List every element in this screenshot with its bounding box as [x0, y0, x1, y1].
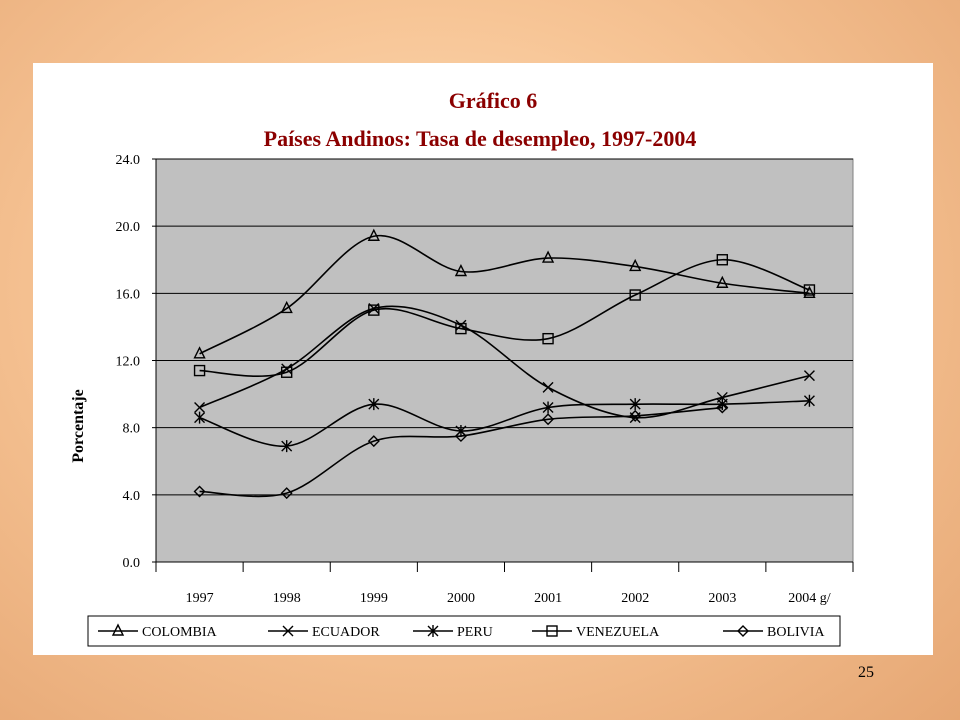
data-point-peru: [803, 394, 815, 407]
x-tick-label: 2003: [708, 591, 736, 606]
data-point-colombia: [629, 258, 642, 272]
data-point-colombia: [541, 250, 555, 263]
data-point-peru: [281, 440, 293, 453]
data-point-colombia: [280, 300, 293, 314]
data-point-bolivia: [629, 409, 642, 422]
y-tick-label: 4.0: [123, 489, 141, 504]
data-point-colombia: [193, 346, 206, 359]
data-point-venezuela: [368, 304, 380, 316]
legend-marker-ecuador: [282, 625, 294, 637]
data-point-bolivia: [542, 413, 555, 426]
data-point-ecuador: [281, 363, 293, 375]
x-tick-label: 1998: [273, 591, 301, 606]
data-point-venezuela: [629, 289, 641, 301]
data-point-bolivia: [367, 435, 380, 448]
data-point-peru: [629, 398, 641, 411]
y-tick-label: 24.0: [116, 153, 141, 168]
chart-subtitle: Países Andinos: Tasa de desempleo, 1997-…: [264, 126, 697, 151]
data-point-bolivia: [454, 430, 467, 443]
data-point-venezuela: [803, 284, 816, 296]
plot-area: 0.0 4.0 8.0 12.0 16.0 20.0 24.0 1997 1998 1999 200…: [116, 153, 854, 606]
data-point-colombia: [367, 228, 380, 241]
y-tick-label: 8.0: [123, 422, 141, 437]
x-tick-label: 2004 g/: [788, 591, 831, 606]
data-point-colombia: [716, 275, 729, 288]
y-tick-label: 20.0: [116, 220, 141, 235]
legend-marker-bolivia: [737, 625, 749, 637]
legend-label-ecuador: ECUADOR: [312, 625, 380, 640]
x-tick-label: 1997: [186, 591, 214, 606]
data-point-peru: [194, 411, 206, 424]
x-tick-label: 2002: [621, 591, 649, 606]
data-point-venezuela: [542, 332, 554, 345]
legend-marker-peru: [427, 625, 439, 637]
data-point-bolivia: [716, 401, 729, 414]
series-line-venezuela: [199, 258, 810, 378]
data-point-bolivia: [193, 485, 206, 498]
y-tick-label: 16.0: [116, 287, 141, 302]
data-point-venezuela: [455, 322, 467, 335]
data-point-colombia: [454, 263, 468, 277]
legend-label-colombia: COLOMBIA: [142, 625, 218, 640]
x-tick-label: 1999: [360, 591, 388, 606]
chart: Gráfico 6 Países Andinos: Tasa de desemp…: [70, 88, 854, 647]
data-point-venezuela: [193, 364, 206, 377]
y-tick-label: 0.0: [123, 556, 141, 571]
legend-box: [87, 615, 841, 647]
legend-marker-colombia: [111, 623, 125, 636]
slide-panel: Gráfico 6 Países Andinos: Tasa de desemp…: [33, 63, 933, 655]
legend-label-peru: PERU: [457, 625, 493, 640]
legend: COLOMBIA ECUADOR PERU VENEZUELA BOLIVIA: [87, 615, 841, 647]
series-line-ecuador: [199, 305, 810, 419]
y-axis-label: Porcentaje: [70, 389, 87, 462]
data-point-venezuela: [716, 254, 729, 266]
x-tick-label: 2001: [534, 591, 562, 606]
data-point-ecuador: [803, 370, 815, 382]
data-point-ecuador: [194, 402, 206, 414]
data-point-colombia: [803, 285, 816, 299]
legend-label-venezuela: VENEZUELA: [576, 625, 660, 640]
data-point-ecuador: [542, 381, 554, 393]
chart-title: Gráfico 6: [449, 88, 538, 113]
data-point-peru: [368, 398, 380, 411]
page-number: 25: [858, 664, 874, 681]
data-point-peru: [542, 401, 554, 414]
y-tick-label: 12.0: [116, 355, 141, 370]
legend-marker-venezuela: [546, 625, 558, 637]
legend-label-bolivia: BOLIVIA: [767, 625, 825, 640]
series-line-peru: [199, 400, 810, 447]
data-point-bolivia: [280, 487, 293, 500]
data-point-venezuela: [280, 366, 293, 378]
series-line-colombia: [199, 234, 810, 355]
series-line-bolivia: [199, 406, 723, 498]
x-tick-label: 2000: [447, 591, 475, 606]
